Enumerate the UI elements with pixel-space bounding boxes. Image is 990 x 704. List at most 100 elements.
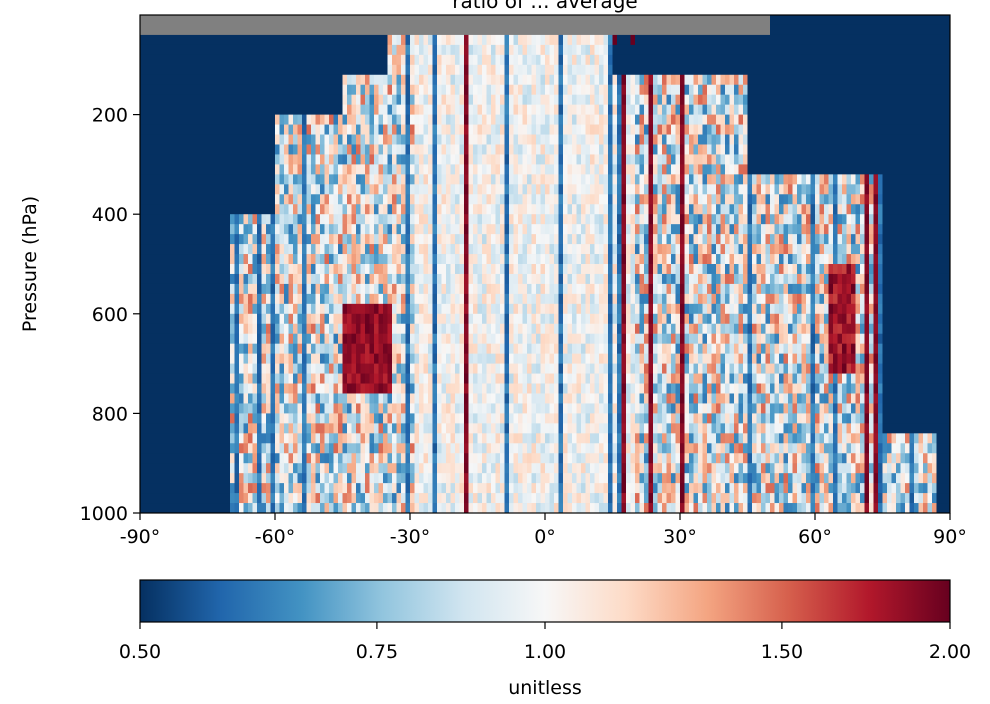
heatmap-cell [504, 343, 510, 355]
heatmap-cell [423, 244, 429, 255]
heatmap-cell [306, 264, 312, 275]
heatmap-cell [468, 34, 474, 46]
heatmap-cell [261, 473, 267, 484]
heatmap-cell [414, 104, 420, 115]
heatmap-cell [437, 413, 442, 424]
heatmap-cell [576, 184, 582, 195]
heatmap-cell [527, 124, 532, 135]
heatmap-cell [441, 403, 447, 414]
heatmap-cell [189, 164, 195, 175]
heatmap-cell [275, 363, 280, 374]
heatmap-cell [387, 453, 393, 464]
heatmap-cell [338, 373, 343, 384]
heatmap-cell [189, 483, 195, 494]
heatmap-cell [365, 473, 370, 484]
heatmap-cell [221, 383, 226, 394]
heatmap-cell [482, 273, 487, 285]
heatmap-cell [243, 154, 249, 165]
heatmap-cell [365, 273, 370, 285]
heatmap-cell [230, 264, 235, 275]
heatmap-cell [383, 333, 388, 345]
heatmap-cell [356, 433, 361, 444]
heatmap-cell [500, 273, 505, 285]
heatmap-cell [563, 114, 568, 125]
heatmap-cell [572, 423, 577, 434]
heatmap-cell [288, 383, 294, 394]
heatmap-cell [513, 74, 519, 86]
heatmap-cell [266, 483, 271, 494]
heatmap-cell [450, 483, 456, 494]
heatmap-cell [473, 313, 478, 325]
heatmap-cell [275, 323, 280, 335]
heatmap-cell [554, 254, 559, 265]
heatmap-cell [333, 473, 339, 484]
heatmap-cell [234, 503, 240, 513]
heatmap-cell [392, 303, 397, 315]
heatmap-cell [311, 453, 316, 464]
heatmap-cell [315, 104, 321, 115]
heatmap-cell [410, 74, 415, 86]
heatmap-cell [266, 204, 271, 215]
heatmap-cell [396, 363, 402, 374]
heatmap-cell [140, 34, 145, 46]
heatmap-cell [329, 24, 334, 36]
heatmap-cell [252, 313, 258, 325]
heatmap-cell [509, 54, 514, 66]
heatmap-cell [203, 443, 208, 454]
heatmap-cell [491, 403, 496, 414]
heatmap-cell [225, 254, 231, 265]
heatmap-cell [266, 15, 271, 26]
heatmap-cell [284, 323, 289, 335]
heatmap-cell [419, 343, 424, 355]
heatmap-cell [360, 254, 366, 265]
heatmap-cell [446, 44, 451, 56]
heatmap-cell [576, 463, 582, 474]
heatmap-cell [365, 234, 370, 245]
heatmap-cell [279, 104, 285, 115]
heatmap-cell [234, 64, 240, 76]
heatmap-cell [495, 313, 501, 325]
heatmap-cell [158, 164, 163, 175]
heatmap-cell [441, 184, 447, 195]
heatmap-cell [257, 303, 262, 315]
heatmap-cell [545, 54, 550, 66]
heatmap-cell [338, 64, 343, 76]
heatmap-cell [531, 273, 537, 285]
heatmap-cell [441, 413, 447, 424]
heatmap-cell [189, 423, 195, 434]
heatmap-cell [153, 393, 159, 404]
heatmap-cell [248, 15, 253, 26]
heatmap-cell [477, 283, 483, 295]
heatmap-cell [288, 134, 294, 145]
heatmap-cell [572, 343, 577, 355]
heatmap-cell [432, 293, 438, 305]
heatmap-cell [180, 184, 186, 195]
heatmap-cell [536, 283, 541, 295]
heatmap-cell [284, 15, 289, 26]
heatmap-cell [149, 184, 154, 195]
heatmap-cell [450, 194, 456, 205]
heatmap-cell [207, 104, 213, 115]
heatmap-cell [149, 15, 154, 26]
heatmap-cell [329, 333, 334, 345]
heatmap-cell [468, 64, 474, 76]
heatmap-cell [576, 214, 582, 225]
heatmap-cell [162, 104, 168, 115]
heatmap-cell [387, 104, 393, 115]
heatmap-cell [482, 24, 487, 36]
heatmap-cell [432, 124, 438, 135]
heatmap-cell [194, 403, 199, 414]
heatmap-cell [432, 283, 438, 295]
heatmap-cell [176, 423, 181, 434]
heatmap-cell [149, 164, 154, 175]
heatmap-cell [198, 124, 204, 135]
heatmap-cell [396, 264, 402, 275]
heatmap-cell [221, 24, 226, 36]
heatmap-cell [167, 483, 172, 494]
heatmap-cell [392, 264, 397, 275]
heatmap-cell [518, 154, 523, 165]
heatmap-cell [405, 503, 411, 513]
heatmap-cell [558, 24, 564, 36]
heatmap-cell [360, 423, 366, 434]
heatmap-cell [144, 24, 150, 36]
